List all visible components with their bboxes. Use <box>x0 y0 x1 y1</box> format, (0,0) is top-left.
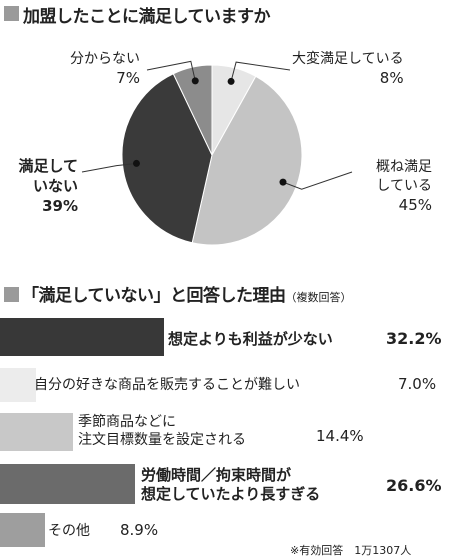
bar-value-order-targets: 14.4% <box>316 427 364 445</box>
pie-leader-line <box>81 162 137 173</box>
pie-leader-line <box>146 60 196 81</box>
pie-label-very-satisfied: 大変満足している 8% <box>292 50 404 88</box>
bar-value-low-profit: 32.2% <box>386 329 442 348</box>
bar-value-other: 8.9% <box>120 521 159 539</box>
pie-label-text: いない <box>32 177 78 195</box>
bar-order-targets <box>0 413 74 451</box>
pie-label-text: 概ね満足 <box>376 159 432 175</box>
pie-leader-dot <box>279 178 287 186</box>
pie-label-unknown: 分からない 7% <box>40 50 140 88</box>
pie-label-value: 39% <box>42 197 78 215</box>
pie-section-title: 加盟したことに満足していますか <box>23 7 271 27</box>
bar-label-hard-to-sell: 自分の好きな商品を販売することが難しい <box>34 377 300 393</box>
pie-leader-dot <box>227 77 235 85</box>
pie-label-value: 45% <box>398 196 432 214</box>
bar-hard-to-sell <box>0 368 36 402</box>
pie-label-not-satisfied: 満足して いない 39% <box>2 156 78 216</box>
bar-value-hard-to-sell: 7.0% <box>398 375 437 393</box>
pie-leader-dot <box>132 159 140 167</box>
bar-label-low-profit: 想定よりも利益が少ない <box>168 330 333 348</box>
pie-chart <box>81 60 353 246</box>
heading-marker-pie <box>4 6 19 21</box>
pie-leader-line <box>282 171 353 190</box>
footnote: ※有効回答 1万1307人 <box>290 544 412 557</box>
bar-label-long-hours: 労働時間／拘束時間が 想定していたより長すぎる <box>141 466 321 503</box>
pie-label-value: 7% <box>116 69 140 87</box>
pie-label-text: している <box>376 178 432 194</box>
bar-other <box>0 513 46 547</box>
bar-section-title-note: （複数回答） <box>285 291 352 304</box>
bar-long-hours <box>0 464 136 504</box>
bar-label-other: その他 <box>48 523 90 539</box>
pie-label-value: 8% <box>379 69 404 87</box>
bar-section-title: 「満足していない」と回答した理由（複数回答） <box>22 286 352 306</box>
pie-leader-line <box>230 61 291 82</box>
bar-low-profit <box>0 318 164 356</box>
pie-label-text: 分からない <box>70 51 140 67</box>
pie-leader-dot <box>191 77 199 85</box>
pie-label-mostly-satisfied: 概ね満足 している 45% <box>352 158 432 215</box>
pie-label-text: 満足して <box>18 157 78 175</box>
heading-marker-bar <box>4 287 19 302</box>
bar-label-order-targets: 季節商品などに 注文目標数量を設定される <box>78 414 246 448</box>
pie-label-text: 大変満足している <box>292 51 404 67</box>
bar-value-long-hours: 26.6% <box>386 476 442 495</box>
